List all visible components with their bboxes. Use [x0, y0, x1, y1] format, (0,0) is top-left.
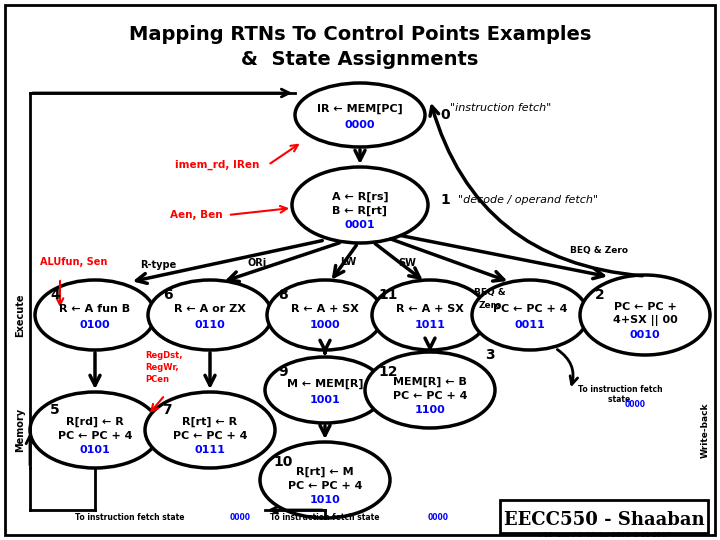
Text: 8: 8 [278, 288, 288, 302]
Ellipse shape [472, 280, 588, 350]
Text: 2: 2 [595, 288, 605, 302]
Text: &  State Assignments: & State Assignments [241, 50, 479, 69]
Text: PC ← PC + 4: PC ← PC + 4 [58, 431, 132, 441]
Text: R[rd] ← R: R[rd] ← R [66, 417, 124, 427]
Text: "decode / operand fetch": "decode / operand fetch" [458, 195, 598, 205]
Text: To instruction fetch state: To instruction fetch state [270, 514, 382, 523]
Text: 0011: 0011 [515, 320, 545, 330]
Text: LW: LW [340, 257, 356, 267]
Ellipse shape [35, 280, 155, 350]
Text: 12: 12 [378, 365, 397, 379]
Text: A ← R[rs]: A ← R[rs] [332, 192, 388, 202]
Text: PC ← PC + 4: PC ← PC + 4 [173, 431, 247, 441]
Text: 0001: 0001 [345, 220, 375, 230]
Text: 0010: 0010 [630, 330, 660, 340]
Text: PC ← PC +: PC ← PC + [613, 302, 676, 312]
Text: RegWr,: RegWr, [145, 362, 179, 372]
Text: R[rt] ← R: R[rt] ← R [182, 417, 238, 427]
Text: R ← A + SX: R ← A + SX [291, 304, 359, 314]
Text: 0000: 0000 [345, 120, 375, 130]
Text: 4: 4 [50, 288, 60, 302]
Text: SW: SW [398, 258, 416, 268]
Text: Write-back: Write-back [701, 402, 709, 458]
Text: Memory: Memory [15, 408, 25, 452]
Text: 1000: 1000 [310, 320, 341, 330]
Text: 0100: 0100 [80, 320, 110, 330]
Text: 1001: 1001 [310, 395, 341, 405]
Text: PC ← PC + 4: PC ← PC + 4 [392, 391, 467, 401]
Text: 0000: 0000 [624, 400, 646, 409]
Text: MEM[R] ← B: MEM[R] ← B [393, 377, 467, 387]
Text: Zero: Zero [478, 300, 502, 309]
Text: PC ← PC + 4: PC ← PC + 4 [492, 304, 567, 314]
Text: BEQ & Zero: BEQ & Zero [570, 246, 628, 254]
Text: PC ← PC + 4: PC ← PC + 4 [288, 481, 362, 491]
Text: IR ← MEM[PC]: IR ← MEM[PC] [317, 104, 403, 114]
Ellipse shape [267, 280, 383, 350]
Text: 11: 11 [378, 288, 397, 302]
Text: ORi: ORi [248, 258, 267, 268]
Text: 0111: 0111 [194, 445, 225, 455]
Text: imem_rd, IRen: imem_rd, IRen [175, 160, 259, 170]
Ellipse shape [372, 280, 488, 350]
Text: "instruction fetch": "instruction fetch" [450, 103, 552, 113]
Ellipse shape [145, 392, 275, 468]
Text: 1011: 1011 [415, 320, 446, 330]
Text: EECC550 - Shaaban: EECC550 - Shaaban [504, 511, 704, 529]
Text: 5: 5 [50, 403, 60, 417]
FancyBboxPatch shape [5, 5, 715, 535]
Ellipse shape [148, 280, 272, 350]
Text: Mapping RTNs To Control Points Examples: Mapping RTNs To Control Points Examples [129, 25, 591, 44]
Text: ALUfun, Sen: ALUfun, Sen [40, 257, 107, 267]
Text: R ← A fun B: R ← A fun B [60, 304, 130, 314]
Text: 0110: 0110 [194, 320, 225, 330]
Text: 1: 1 [440, 193, 450, 207]
Ellipse shape [260, 442, 390, 518]
Text: Execute: Execute [15, 293, 25, 337]
Text: To instruction fetch state: To instruction fetch state [75, 514, 187, 523]
Ellipse shape [295, 83, 425, 147]
Ellipse shape [265, 357, 385, 423]
Text: 1100: 1100 [415, 405, 446, 415]
Ellipse shape [365, 352, 495, 428]
FancyBboxPatch shape [500, 500, 708, 533]
Text: 0000: 0000 [428, 514, 449, 523]
Ellipse shape [580, 275, 710, 355]
Text: M ← MEM[R]: M ← MEM[R] [287, 379, 364, 389]
Text: 1010: 1010 [310, 495, 341, 505]
Text: 0000: 0000 [230, 514, 251, 523]
Text: 0101: 0101 [80, 445, 110, 455]
Text: Aen, Ben: Aen, Ben [170, 210, 222, 220]
Text: 4+SX || 00: 4+SX || 00 [613, 315, 678, 327]
Text: R ← A + SX: R ← A + SX [396, 304, 464, 314]
Text: 7: 7 [162, 403, 172, 417]
Text: 6: 6 [163, 288, 173, 302]
Text: 3: 3 [485, 348, 495, 362]
Text: B ← R[rt]: B ← R[rt] [333, 206, 387, 216]
Text: To instruction fetch
state: To instruction fetch state [577, 385, 662, 404]
Text: RegDst,: RegDst, [145, 350, 182, 360]
Text: R[rt] ← M: R[rt] ← M [296, 467, 354, 477]
Text: R-type: R-type [140, 260, 176, 270]
Text: #19  Lec #5  Winter 2006  1-11-2007: #19 Lec #5 Winter 2006 1-11-2007 [538, 532, 670, 538]
Text: PCen: PCen [145, 375, 169, 383]
Ellipse shape [292, 167, 428, 243]
Text: BEQ &: BEQ & [474, 288, 506, 298]
Text: 0: 0 [440, 108, 450, 122]
Text: R ← A or ZX: R ← A or ZX [174, 304, 246, 314]
Ellipse shape [30, 392, 160, 468]
Text: 9: 9 [278, 365, 288, 379]
Text: 10: 10 [274, 455, 293, 469]
